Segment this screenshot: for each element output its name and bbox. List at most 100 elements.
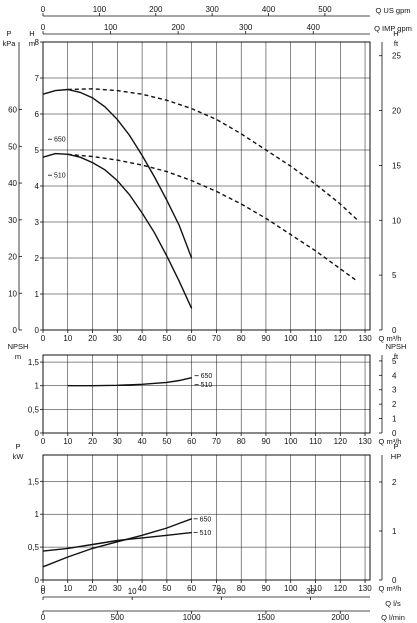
y-tick-label: 5 xyxy=(35,146,40,155)
kpa-tick-label: 30 xyxy=(8,216,17,225)
x-axis-title: Q m³/h xyxy=(379,584,402,593)
right-tick-label: 5 xyxy=(392,357,397,366)
x-tick-label: 120 xyxy=(334,334,348,343)
y-tick-label: 8 xyxy=(35,38,40,47)
x-tick-label: 130 xyxy=(358,334,372,343)
x-tick-label: 70 xyxy=(212,334,221,343)
series-line-510-dashed xyxy=(67,153,359,282)
us-gpm-tick-label: 500 xyxy=(318,5,332,14)
y-tick-label: 0 xyxy=(35,429,40,438)
x-tick-label: 100 xyxy=(284,437,298,446)
y-tick-label: 3 xyxy=(35,218,40,227)
kpa-tick-label: 60 xyxy=(8,106,17,115)
kpa-tick-label: 10 xyxy=(8,289,17,298)
x-tick-label: 70 xyxy=(212,437,221,446)
right-tick-label: 2 xyxy=(392,478,397,487)
kpa-axis-title: P xyxy=(6,29,11,38)
imp-gpm-tick-label: 300 xyxy=(239,23,253,32)
right-tick-label: 10 xyxy=(392,216,401,225)
us-gpm-tick-label: 200 xyxy=(149,5,163,14)
x-tick-label: 40 xyxy=(138,334,147,343)
imp-gpm-axis-title: Q IMP gpm xyxy=(374,24,412,33)
x-tick-label: 120 xyxy=(334,437,348,446)
right-tick-label: 1 xyxy=(392,415,397,424)
y-tick-label: 0,5 xyxy=(28,405,40,414)
imp-gpm-tick-label: 200 xyxy=(171,23,185,32)
us-gpm-axis-title: Q US gpm xyxy=(375,6,410,15)
lmin-tick-label: 0 xyxy=(41,613,46,622)
lmin-tick-label: 2000 xyxy=(331,613,349,622)
right-axis-title: P xyxy=(393,442,398,451)
x-tick-label: 0 xyxy=(41,334,46,343)
x-tick-label: 120 xyxy=(334,584,348,593)
y-axis-title: NPSH xyxy=(8,342,29,351)
power-panel: 0 10 20 30 40 50 60 70 80 90 100 110 120 13000,511,5Q… xyxy=(13,442,402,593)
ls-tick-label: 0 xyxy=(41,587,46,596)
y-tick-label: 1 xyxy=(35,382,40,391)
x-axis-title: Q m³/h xyxy=(379,334,402,343)
x-tick-label: 40 xyxy=(138,437,147,446)
y-axis-title: H xyxy=(29,29,34,38)
right-axis-unit: ft xyxy=(394,352,399,361)
y-tick-label: 0 xyxy=(35,576,40,585)
right-tick-label: 20 xyxy=(392,107,401,116)
plot-frame xyxy=(42,454,371,581)
kpa-axis-unit: kPa xyxy=(3,39,17,48)
x-tick-label: 10 xyxy=(63,334,72,343)
us-gpm-tick-label: 300 xyxy=(205,5,219,14)
right-tick-label: 25 xyxy=(392,52,401,61)
right-tick-label: 0 xyxy=(392,326,397,335)
lmin-tick-label: 1500 xyxy=(257,613,275,622)
x-tick-label: 30 xyxy=(113,334,122,343)
x-tick-label: 20 xyxy=(88,334,97,343)
x-tick-label: 50 xyxy=(162,584,171,593)
right-tick-label: 2 xyxy=(392,400,397,409)
right-tick-label: 5 xyxy=(392,271,397,280)
x-tick-label: 30 xyxy=(113,437,122,446)
right-tick-label: 0 xyxy=(392,429,397,438)
x-tick-label: 130 xyxy=(358,437,372,446)
y-tick-label: 1,5 xyxy=(28,358,40,367)
ls-tick-label: 20 xyxy=(217,587,226,596)
ls-tick-label: 30 xyxy=(306,587,315,596)
right-tick-label: 0 xyxy=(392,576,397,585)
ls-axis-title: Q l/s xyxy=(385,599,401,608)
x-tick-label: 0 xyxy=(41,584,46,593)
x-tick-label: 100 xyxy=(284,334,298,343)
y-axis-title: P xyxy=(15,442,20,451)
x-tick-label: 80 xyxy=(237,584,246,593)
series-line-650-510 xyxy=(67,377,192,387)
x-tick-label: 110 xyxy=(309,334,322,343)
us-gpm-tick-label: 400 xyxy=(262,5,276,14)
x-tick-label: 20 xyxy=(88,437,97,446)
npsh-panel: 0 10 20 30 40 50 60 70 80 90 100 110 120 13000,511,5Q… xyxy=(8,342,407,446)
lmin-tick-label: 500 xyxy=(111,613,125,622)
x-tick-label: 30 xyxy=(113,584,122,593)
x-tick-label: 50 xyxy=(162,437,171,446)
right-axis-title: H xyxy=(393,29,398,38)
series-label-650: 650 xyxy=(201,373,213,380)
x-tick-label: 90 xyxy=(262,334,271,343)
x-tick-label: 80 xyxy=(237,334,246,343)
kpa-tick-label: 20 xyxy=(8,253,17,262)
right-tick-label: 3 xyxy=(392,386,397,395)
imp-gpm-tick-label: 100 xyxy=(104,23,118,32)
right-tick-label: 4 xyxy=(392,371,397,380)
y-axis-unit: kW xyxy=(13,452,25,461)
right-axis-title: NPSH xyxy=(386,342,407,351)
kpa-tick-label: 50 xyxy=(8,142,17,151)
x-tick-label: 80 xyxy=(237,437,246,446)
x-tick-label: 50 xyxy=(162,334,171,343)
series-label-510: 510 xyxy=(54,173,66,180)
plot-frame xyxy=(42,41,371,331)
x-tick-label: 90 xyxy=(262,437,271,446)
x-tick-label: 90 xyxy=(262,584,271,593)
x-tick-label: 60 xyxy=(187,334,196,343)
series-label-650: 650 xyxy=(200,516,212,523)
x-tick-label: 40 xyxy=(138,584,147,593)
x-tick-label: 60 xyxy=(187,584,196,593)
us-gpm-tick-label: 100 xyxy=(93,5,107,14)
lmin-axis-title: Q l/min xyxy=(381,613,405,622)
x-axis-title: Q m³/h xyxy=(379,437,402,446)
